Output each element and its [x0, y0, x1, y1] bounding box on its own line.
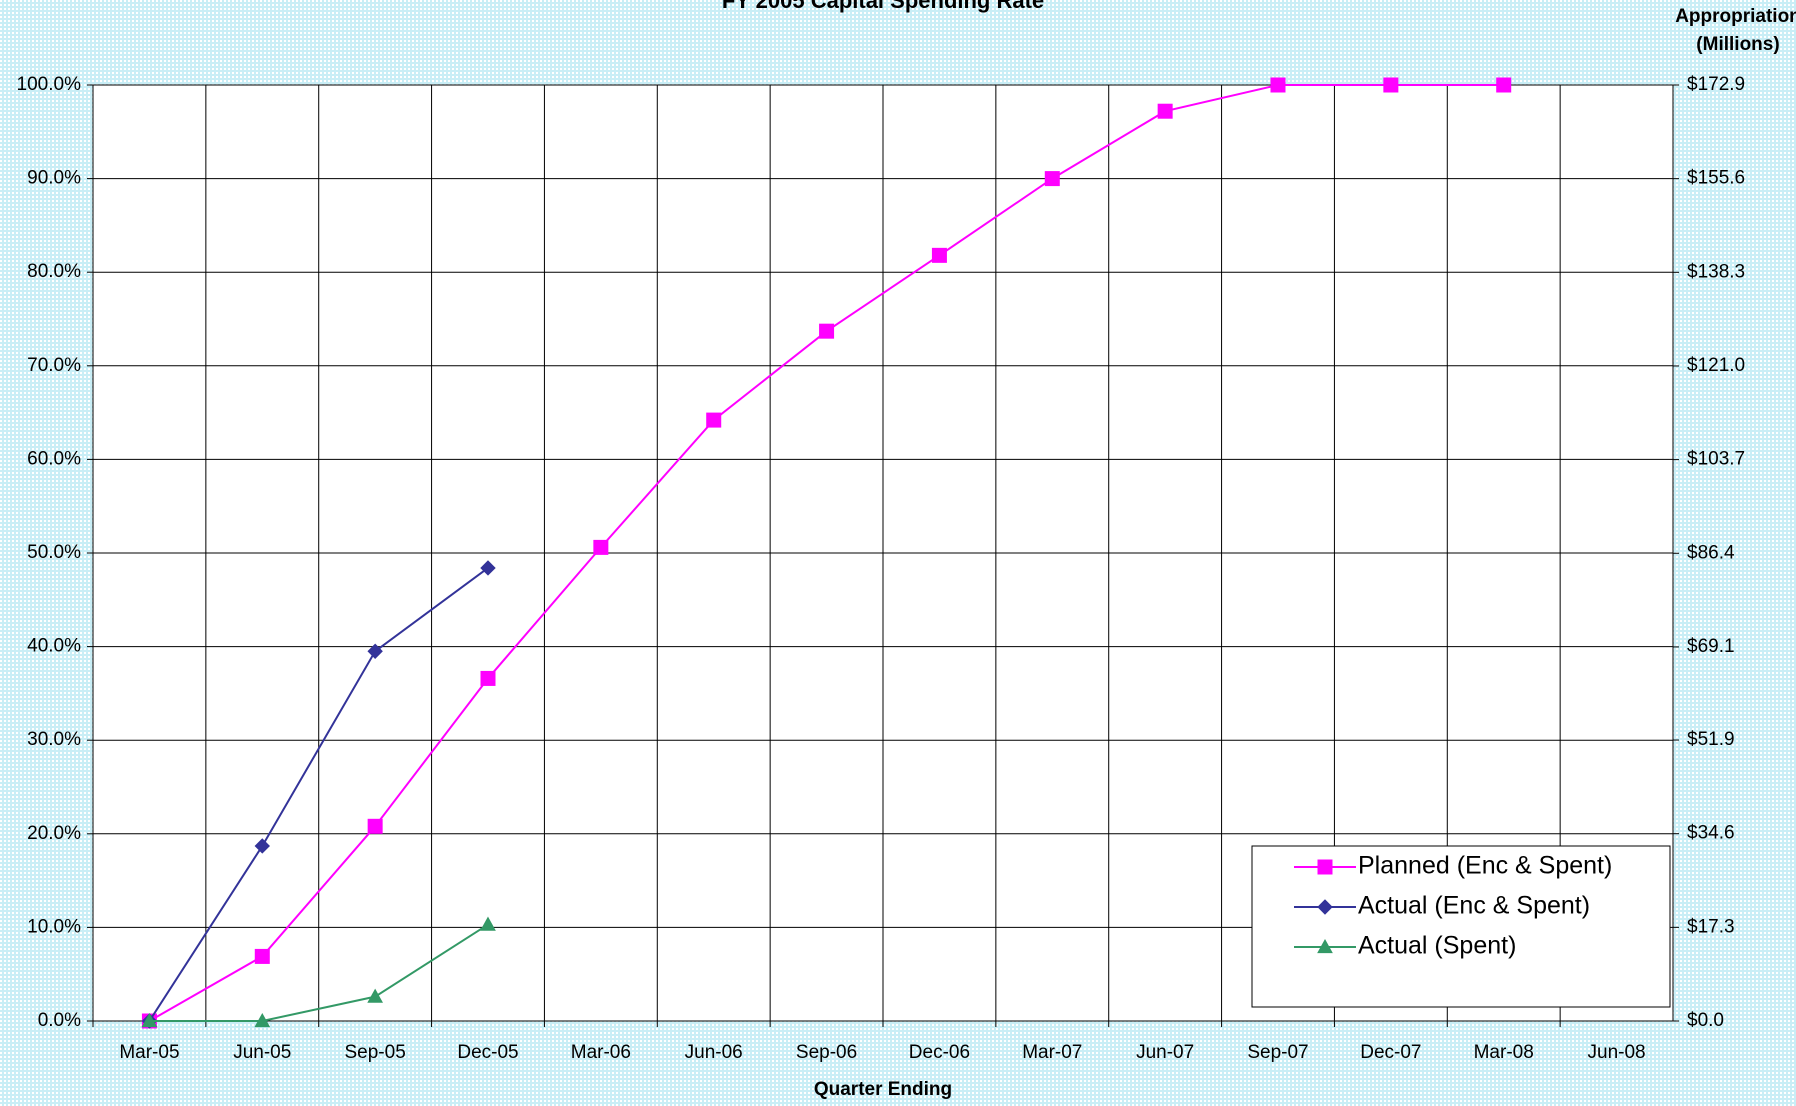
marker	[480, 916, 496, 931]
marker	[367, 818, 383, 834]
y-tick-label: 90.0%	[27, 168, 81, 189]
y2-axis-title: (Millions)	[1696, 34, 1779, 55]
legend-label: Planned (Enc & Spent)	[1358, 852, 1612, 880]
x-tick-label: Sep-07	[1247, 1042, 1308, 1063]
marker	[1270, 77, 1286, 93]
y-tick-label: 20.0%	[27, 823, 81, 844]
marker	[1157, 103, 1173, 119]
legend-label: Actual (Enc & Spent)	[1358, 892, 1590, 920]
marker	[480, 670, 496, 686]
x-tick-label: Jun-08	[1588, 1042, 1646, 1063]
marker	[1317, 938, 1333, 954]
marker	[1317, 899, 1333, 915]
marker	[1317, 859, 1333, 875]
y2-tick-label: $103.7	[1687, 449, 1745, 470]
y2-tick-label: $34.6	[1687, 823, 1735, 844]
y-tick-label: 70.0%	[27, 355, 81, 376]
x-tick-label: Dec-05	[457, 1042, 518, 1063]
marker	[593, 539, 609, 555]
marker	[480, 560, 496, 576]
y-tick-label: 0.0%	[38, 1010, 81, 1031]
legend-label: Actual (Spent)	[1358, 932, 1516, 960]
y-tick-label: 100.0%	[17, 74, 82, 95]
marker	[1383, 77, 1399, 93]
marker	[367, 643, 383, 659]
series-line	[149, 923, 489, 1022]
y-tick-label: 40.0%	[27, 636, 81, 657]
y2-tick-label: $172.9	[1687, 74, 1745, 95]
y2-axis-title: Appropriation	[1675, 6, 1796, 27]
y-tick-label: 60.0%	[27, 448, 81, 469]
y2-tick-label: $17.3	[1687, 916, 1735, 937]
y-tick-label: 80.0%	[27, 261, 81, 282]
marker	[254, 1012, 271, 1028]
x-tick-label: Mar-07	[1022, 1042, 1082, 1063]
y-tick-label: 50.0%	[27, 542, 81, 563]
y-tick-label: 10.0%	[27, 916, 81, 937]
y-tick-label: 30.0%	[27, 729, 81, 750]
y2-tick-label: $0.0	[1687, 1010, 1724, 1031]
x-tick-label: Jun-06	[685, 1042, 743, 1063]
y2-tick-label: $69.1	[1687, 636, 1735, 657]
x-tick-label: Jun-05	[233, 1042, 291, 1063]
x-tick-label: Sep-06	[796, 1042, 857, 1063]
chart-title: FY 2005 Capital Spending Rate	[722, 0, 1044, 13]
marker	[254, 838, 270, 854]
marker	[706, 412, 722, 428]
marker	[254, 948, 270, 964]
y2-tick-label: $51.9	[1687, 729, 1735, 750]
marker	[931, 247, 947, 263]
y2-tick-label: $121.0	[1687, 355, 1745, 376]
y2-tick-label: $155.6	[1687, 168, 1745, 189]
y2-tick-label: $138.3	[1687, 261, 1745, 282]
x-tick-label: Mar-08	[1474, 1042, 1534, 1063]
x-tick-label: Dec-07	[1360, 1042, 1421, 1063]
x-tick-label: Dec-06	[909, 1042, 970, 1063]
y2-tick-label: $86.4	[1687, 542, 1735, 563]
marker	[819, 323, 835, 339]
marker	[141, 1012, 158, 1028]
x-tick-label: Mar-05	[119, 1042, 179, 1063]
x-tick-label: Jun-07	[1136, 1042, 1194, 1063]
x-tick-label: Sep-05	[345, 1042, 406, 1063]
series-line	[148, 567, 489, 1022]
x-tick-label: Mar-06	[571, 1042, 631, 1063]
marker	[1044, 171, 1060, 187]
x-axis-title: Quarter Ending	[814, 1079, 952, 1100]
marker	[367, 988, 383, 1003]
marker	[1496, 77, 1512, 93]
